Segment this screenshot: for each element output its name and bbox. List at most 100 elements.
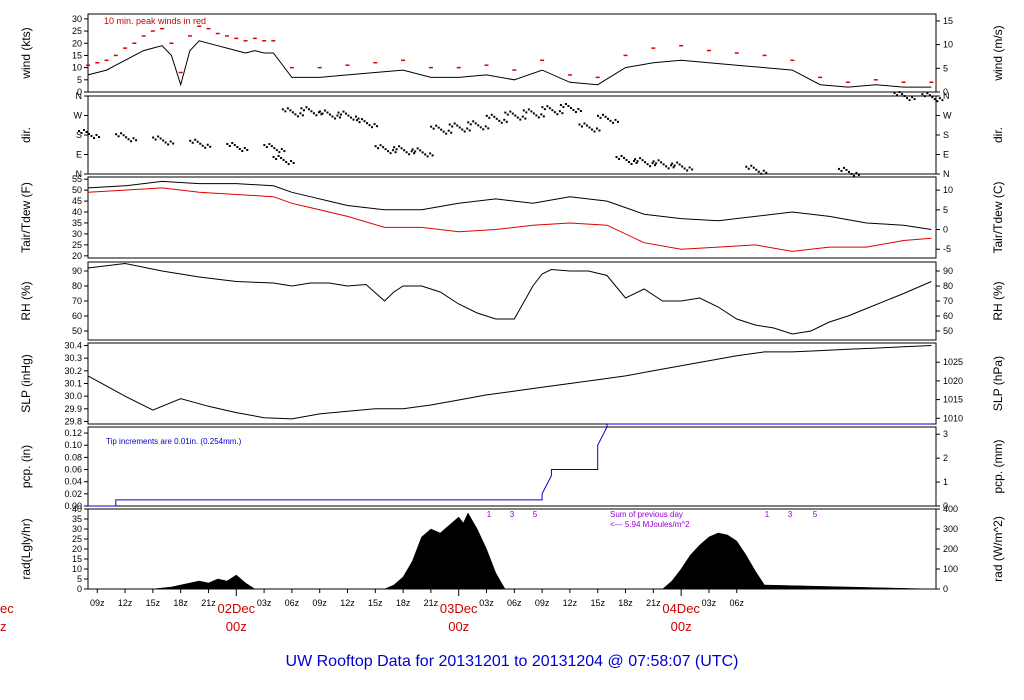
cut-off-time-label: z [0,619,7,634]
sum-annotation-line2: <--- 5.94 MJoules/m^2 [610,520,690,529]
wind-direction-point [328,113,331,116]
x-day-time-label: 00z [448,619,469,634]
x-tick-label: 06z [285,598,300,608]
wind-direction-point [535,114,538,117]
wind-direction-point [469,123,472,126]
wind-direction-point [374,145,377,148]
y-tick-label-right: W [943,111,952,121]
wind-direction-point [938,97,941,100]
y-tick-label-left: 0 [77,87,82,97]
slp-panel: SLP (inHg) SLP (hPa) 29.8 29.9 30.0 30.1 30.2 3… [19,341,1005,427]
chart-panels: wind (kts) wind (m/s)05101520253005101510… [19,13,1005,594]
wind-direction-point [127,138,130,141]
y-tick-label-left: 25 [72,26,82,36]
y-tick-label-right: -5 [943,244,951,254]
wind-direction-point [280,148,283,151]
wind-direction-point [898,91,901,94]
y-tick-label-left: 55 [72,174,82,184]
wind-direction-point [615,156,618,158]
wind-direction-point [416,147,419,150]
wind-direction-point [842,166,845,169]
wind-direction-point [358,121,361,124]
wind-direction-point [936,100,939,103]
x-tick-label: 21z [646,598,661,608]
wind-direction-point [620,155,623,157]
wind-direction-point [233,144,236,146]
y-tick-label-left: 30 [72,524,82,534]
wind-direction-point [376,125,379,128]
sum-annotation-line1: Sum of previous day [610,510,683,519]
y-tick-label-left: 30 [72,14,82,24]
y-tick-label-right: 10 [943,185,953,195]
wind-direction-point [561,112,564,115]
wind-direction-point [911,96,914,99]
wind-direction-point [290,160,293,162]
y-tick-label-right: 0 [943,501,948,511]
wind-direction-point [135,139,138,142]
wind-direction-point [132,137,135,140]
wind-direction-point [893,92,896,95]
y-tick-label-left: 30.1 [64,379,82,389]
wind-direction-point [410,150,413,153]
wind-direction-point [670,164,673,167]
wind-direction-point [305,106,308,109]
wind-direction-point [623,157,626,159]
y-tick-label-left: 50 [72,185,82,195]
wind-direction-point [196,140,199,143]
wind-direction-point [189,139,192,142]
y-tick-label-left: 35 [72,514,82,524]
wind-direction-point [361,118,364,121]
wind-direction-point [275,158,278,160]
wind-direction-point [273,147,276,150]
wind-direction-point [683,167,686,170]
wind-direction-point [609,119,612,122]
wind-direction-point [125,136,128,139]
wind-direction-point [98,136,100,138]
y-tick-label-left: 0.02 [64,489,82,499]
wind-direction-point [117,135,120,138]
cut-off-day-label: ec [0,601,14,616]
wind-direction-point [747,167,750,170]
wind-direction-point [394,151,397,154]
wind-direction-point [421,151,424,154]
wind-direction-point [88,133,90,135]
wind-direction-point [928,94,931,97]
wind-direction-point [569,107,572,109]
x-tick-label: 18z [396,598,411,608]
wind-direction-point [588,126,591,129]
wind-direction-point [466,127,469,130]
x-tick-label: 21z [424,598,439,608]
wind-direction-point [268,143,271,146]
x-tick-label: 03z [479,598,494,608]
wind-direction-point [199,142,202,145]
wind-direction-point [559,104,562,106]
wind-direction-point [625,159,628,161]
wind-direction-point [504,111,507,114]
x-tick-label: 09z [90,598,105,608]
wind-direction-point [657,159,660,162]
x-tick-label: 18z [173,598,188,608]
y-tick-label-right: 0 [943,584,948,594]
y-tick-label-right: 5 [943,63,948,73]
wind-direction-point [521,115,524,118]
tip-increment-annotation: Tip increments are 0.01in. (0.254mm.) [106,437,242,446]
y-tick-label-left: 0.04 [64,477,82,487]
wind-direction-point [286,107,289,110]
wind-direction-point [392,149,395,152]
wind-direction-point [676,161,679,164]
wind-direction-point [120,132,123,135]
wind-direction-point [384,148,387,151]
wind-direction-point [752,166,755,169]
y-tick-label-right: 10 [943,40,953,50]
wind-direction-point [349,116,352,119]
wind-direction-point [593,130,596,133]
wind-direction-point [291,111,294,114]
wind-direction-point [543,108,546,111]
wind-direction-point [403,149,406,152]
wind-direction-point [540,113,543,116]
wind-direction-point [389,152,392,155]
precipitation-panel: pcp. (in) pcp. (mm) 0.00 0.02 0.04 0.06 0.08 0.… [19,423,1005,511]
x-tick-label: 15z [590,598,605,608]
wind-direction-point [342,110,345,113]
wind-direction-point [514,114,517,117]
